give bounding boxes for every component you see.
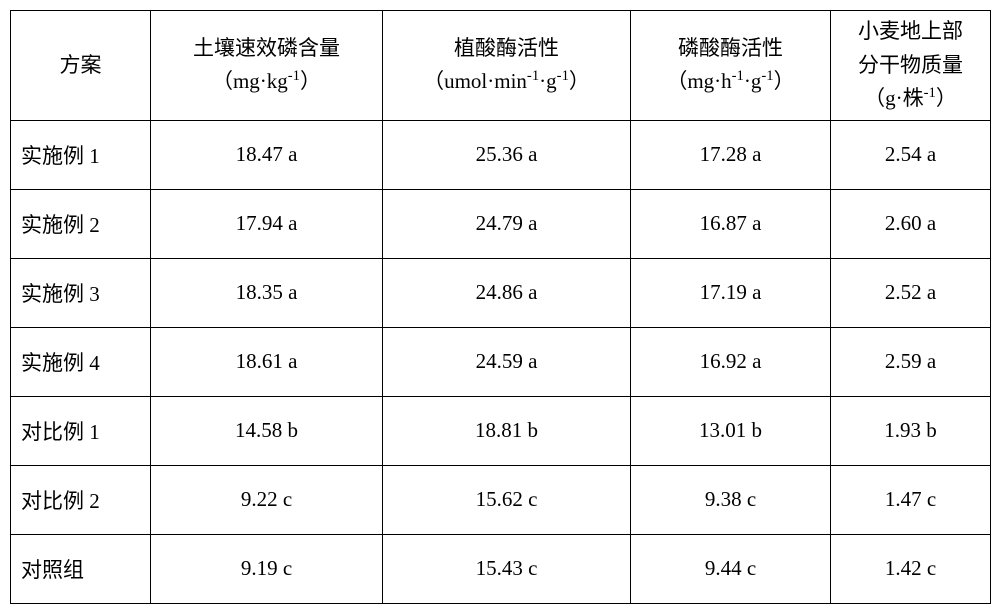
table-cell: 1.42 c <box>831 534 991 603</box>
table-body: 实施例 118.47 a25.36 a17.28 a2.54 a实施例 217.… <box>11 120 991 603</box>
row-label: 对照组 <box>11 534 151 603</box>
row-label: 实施例 4 <box>11 327 151 396</box>
table-cell: 17.19 a <box>631 258 831 327</box>
row-label: 实施例 1 <box>11 120 151 189</box>
table-cell: 17.28 a <box>631 120 831 189</box>
table-cell: 15.62 c <box>383 465 631 534</box>
table-row: 对比例 114.58 b18.81 b13.01 b1.93 b <box>11 396 991 465</box>
table-cell: 14.58 b <box>151 396 383 465</box>
table-cell: 18.81 b <box>383 396 631 465</box>
row-label: 实施例 2 <box>11 189 151 258</box>
table-cell: 18.35 a <box>151 258 383 327</box>
table-row: 实施例 217.94 a24.79 a16.87 a2.60 a <box>11 189 991 258</box>
table-cell: 1.93 b <box>831 396 991 465</box>
table-cell: 24.59 a <box>383 327 631 396</box>
table-cell: 9.19 c <box>151 534 383 603</box>
table-cell: 15.43 c <box>383 534 631 603</box>
table-cell: 2.52 a <box>831 258 991 327</box>
table-row: 实施例 118.47 a25.36 a17.28 a2.54 a <box>11 120 991 189</box>
col-header-scheme: 方案 <box>11 11 151 121</box>
table-cell: 18.61 a <box>151 327 383 396</box>
col-header-phosphatase: 磷酸酶活性（mg·h-1·g-1） <box>631 11 831 121</box>
table-row: 对比例 29.22 c15.62 c9.38 c1.47 c <box>11 465 991 534</box>
table-row: 实施例 418.61 a24.59 a16.92 a2.59 a <box>11 327 991 396</box>
data-table: 方案 土壤速效磷含量（mg·kg-1） 植酸酶活性（umol·min-1·g-1… <box>10 10 991 604</box>
table-cell: 24.86 a <box>383 258 631 327</box>
table-cell: 24.79 a <box>383 189 631 258</box>
row-label: 对比例 1 <box>11 396 151 465</box>
table-cell: 18.47 a <box>151 120 383 189</box>
col-header-soil-p: 土壤速效磷含量（mg·kg-1） <box>151 11 383 121</box>
table-cell: 2.60 a <box>831 189 991 258</box>
row-label: 对比例 2 <box>11 465 151 534</box>
col-header-wheat-dm: 小麦地上部分干物质量（g·株-1） <box>831 11 991 121</box>
table-cell: 1.47 c <box>831 465 991 534</box>
row-label: 实施例 3 <box>11 258 151 327</box>
table-cell: 9.44 c <box>631 534 831 603</box>
table-cell: 2.59 a <box>831 327 991 396</box>
col-header-phytase: 植酸酶活性（umol·min-1·g-1） <box>383 11 631 121</box>
table-row: 实施例 318.35 a24.86 a17.19 a2.52 a <box>11 258 991 327</box>
table-cell: 25.36 a <box>383 120 631 189</box>
table-cell: 13.01 b <box>631 396 831 465</box>
table-row: 对照组9.19 c15.43 c9.44 c1.42 c <box>11 534 991 603</box>
table-cell: 2.54 a <box>831 120 991 189</box>
table-cell: 9.38 c <box>631 465 831 534</box>
table-header-row: 方案 土壤速效磷含量（mg·kg-1） 植酸酶活性（umol·min-1·g-1… <box>11 11 991 121</box>
table-cell: 16.92 a <box>631 327 831 396</box>
table-cell: 16.87 a <box>631 189 831 258</box>
table-cell: 9.22 c <box>151 465 383 534</box>
table-cell: 17.94 a <box>151 189 383 258</box>
